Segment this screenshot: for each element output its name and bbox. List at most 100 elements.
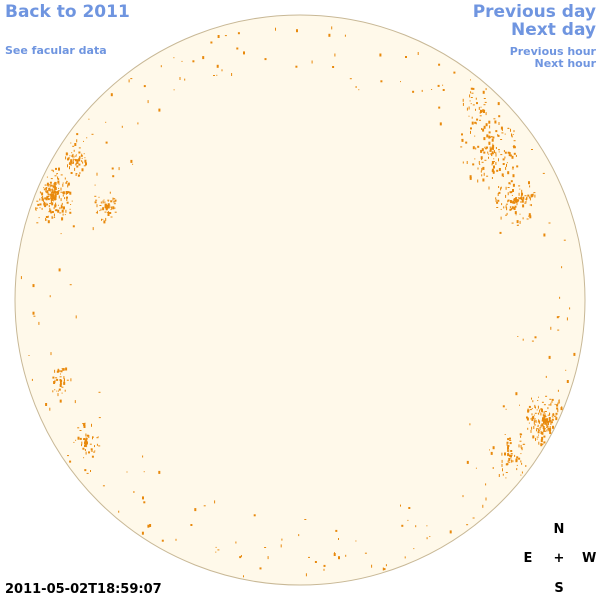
facula-dot [537, 428, 539, 432]
facula-dot [475, 97, 477, 100]
facula-dot [58, 190, 60, 192]
facula-dot [536, 409, 538, 411]
facula-dot [511, 194, 513, 196]
facula-dot [426, 537, 428, 540]
facula-dot [408, 507, 411, 509]
facula-dot [79, 430, 82, 431]
facula-dot [53, 183, 55, 187]
facula-dot [46, 190, 49, 194]
facula-dot [498, 474, 500, 477]
facula-dot [73, 156, 75, 158]
next-day-link[interactable]: Next day [511, 20, 596, 40]
facula-dot [489, 146, 491, 150]
facula-dot [526, 416, 528, 419]
back-to-year-link[interactable]: Back to 2011 [5, 2, 130, 22]
facula-dot [54, 204, 57, 208]
facula-dot [308, 556, 310, 558]
facula-dot [65, 192, 67, 195]
facula-dot [76, 159, 79, 162]
facula-dot [70, 160, 73, 164]
facula-dot [72, 158, 74, 162]
facula-dot [507, 171, 510, 175]
facula-dot [540, 424, 542, 428]
facula-dot [379, 53, 382, 57]
facula-dot [54, 187, 57, 190]
facula-dot [79, 172, 81, 175]
facula-dot [483, 98, 486, 99]
facula-dot [90, 470, 91, 472]
facula-dot [501, 173, 504, 177]
facula-dot [99, 210, 101, 212]
next-hour-link[interactable]: Next hour [534, 57, 597, 70]
facula-dot [471, 116, 473, 119]
facula-dot [552, 413, 555, 416]
facula-dot [54, 185, 57, 188]
previous-day-link[interactable]: Previous day [472, 2, 596, 22]
facula-dot [520, 201, 522, 203]
facula-dot [66, 201, 69, 204]
facula-dot [70, 378, 72, 382]
facula-dot [507, 460, 509, 463]
facula-dot [503, 206, 505, 209]
facula-dot [524, 195, 527, 197]
facula-dot [43, 189, 46, 191]
facula-dot [469, 94, 471, 98]
facula-dot [491, 177, 493, 179]
facula-dot [483, 110, 485, 113]
facula-dot [539, 420, 541, 424]
facula-dot [492, 136, 495, 139]
facula-dot [470, 79, 471, 81]
facula-dot [267, 556, 269, 560]
facula-dot [488, 135, 491, 139]
facula-dot [57, 209, 60, 213]
facula-dot [72, 145, 75, 147]
facula-dot [449, 530, 452, 534]
facula-dot [39, 207, 41, 209]
facula-dot [98, 445, 101, 447]
facula-dot [531, 417, 534, 421]
facula-dot [525, 465, 527, 467]
facula-dot [84, 159, 87, 163]
facula-dot [202, 56, 205, 60]
facula-dot [519, 404, 520, 406]
facula-dot [543, 435, 546, 438]
facula-dot [52, 191, 55, 194]
facula-dot [57, 369, 60, 372]
facula-dot [541, 411, 543, 413]
facula-dot [551, 400, 553, 403]
facula-dot [486, 134, 489, 138]
previous-hour-link[interactable]: Previous hour [509, 45, 596, 58]
facula-dot [527, 409, 530, 413]
facula-dot [519, 440, 522, 442]
facula-dot [51, 169, 54, 171]
facula-dot [94, 450, 96, 452]
facula-dot [526, 417, 529, 421]
facula-dot [147, 524, 150, 528]
facula-dot [537, 424, 539, 427]
facula-dot [84, 449, 86, 451]
facula-dot [64, 197, 66, 200]
facula-dot [314, 561, 317, 563]
facula-dot [112, 201, 115, 203]
facula-dot [58, 388, 61, 391]
facula-dot [505, 186, 507, 190]
facula-dot [50, 184, 53, 186]
facula-dot [75, 154, 77, 156]
facula-dot [382, 567, 384, 571]
facula-dot [142, 496, 144, 500]
facula-dot [480, 156, 483, 160]
facula-dot [57, 173, 58, 175]
facula-dot [217, 549, 220, 551]
facula-dot [557, 329, 560, 331]
facula-dot [513, 140, 516, 142]
facula-dot [57, 393, 59, 397]
facula-dot [470, 103, 472, 105]
facula-dot [81, 168, 84, 172]
facula-dot [60, 204, 62, 206]
facular-data-link[interactable]: See facular data [5, 44, 107, 57]
facula-dot [472, 104, 475, 106]
facula-dot [58, 183, 60, 185]
facula-dot [67, 191, 70, 194]
facula-dot [549, 413, 551, 415]
facula-dot [45, 403, 48, 406]
